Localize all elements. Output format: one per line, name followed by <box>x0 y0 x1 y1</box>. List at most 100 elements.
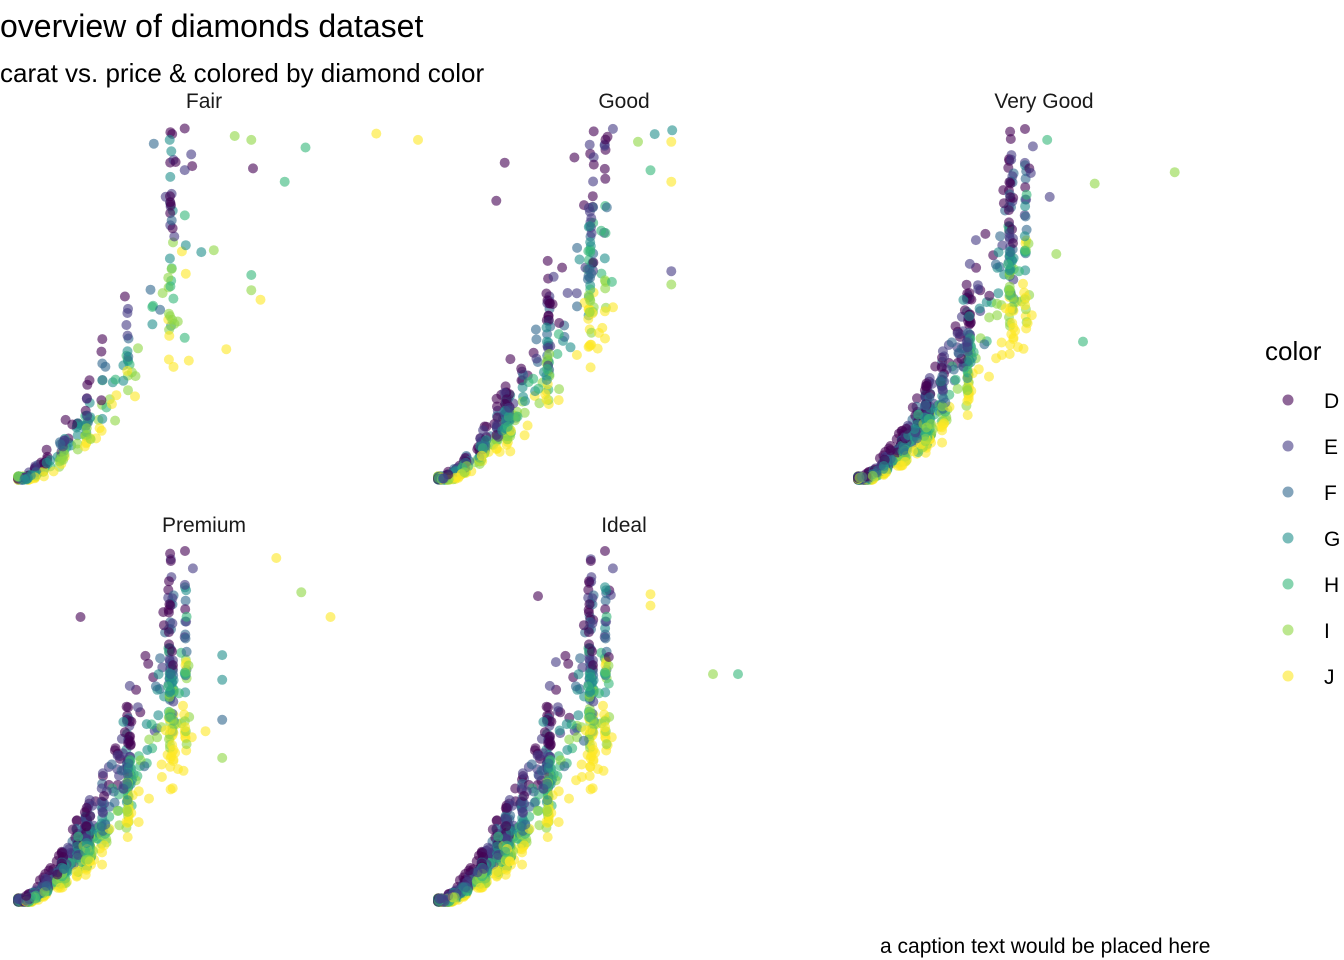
data-point <box>948 364 959 375</box>
data-point <box>1027 141 1038 152</box>
data-point <box>907 402 918 413</box>
data-point <box>645 165 656 176</box>
data-point <box>1051 249 1062 259</box>
data-point <box>519 430 530 441</box>
data-point <box>21 473 32 484</box>
data-point <box>574 254 585 265</box>
data-point <box>584 712 595 723</box>
data-point <box>962 373 973 384</box>
data-point <box>601 202 612 213</box>
data-point <box>167 646 177 657</box>
legend-key <box>1282 440 1294 452</box>
data-point <box>584 139 595 150</box>
data-point <box>217 752 228 763</box>
data-point <box>487 824 498 835</box>
data-point <box>575 653 586 664</box>
data-point <box>179 210 190 221</box>
data-point <box>94 423 105 434</box>
data-point <box>542 364 553 374</box>
data-point <box>585 556 596 566</box>
data-point <box>600 633 611 644</box>
data-point <box>586 213 597 224</box>
data-point <box>585 339 596 350</box>
legend-label: H <box>1324 574 1339 597</box>
data-point <box>645 600 656 611</box>
data-point <box>607 123 618 134</box>
data-point <box>542 255 553 266</box>
data-point <box>167 223 178 234</box>
data-point <box>562 288 573 298</box>
data-point <box>708 669 718 680</box>
data-point <box>208 245 219 256</box>
data-point <box>953 347 964 358</box>
data-point <box>130 371 141 382</box>
data-point <box>99 791 109 801</box>
data-point <box>81 393 92 404</box>
data-point <box>106 759 117 770</box>
data-point <box>72 815 82 826</box>
data-point <box>217 650 228 661</box>
data-point <box>122 817 133 828</box>
data-point <box>58 863 69 874</box>
data-point <box>585 362 596 373</box>
data-point <box>607 563 618 574</box>
data-point <box>600 173 611 184</box>
data-point <box>553 817 564 828</box>
data-point <box>123 385 133 396</box>
data-point <box>174 688 184 699</box>
data-point <box>544 298 555 309</box>
data-point <box>122 778 133 789</box>
data-point <box>964 288 975 298</box>
data-point <box>81 423 92 434</box>
data-point <box>463 865 474 876</box>
data-point <box>494 446 505 457</box>
data-point <box>930 361 941 372</box>
data-point <box>180 633 191 644</box>
data-point <box>97 859 108 870</box>
data-point <box>1005 192 1016 203</box>
data-point <box>163 308 174 319</box>
data-point <box>180 595 191 606</box>
data-point <box>578 735 589 746</box>
data-point <box>67 419 78 430</box>
data-point <box>909 424 920 435</box>
data-point <box>603 678 614 689</box>
data-point <box>596 225 607 236</box>
data-point <box>550 657 561 668</box>
data-point <box>564 793 574 804</box>
data-point <box>165 548 176 559</box>
legend-key <box>1282 670 1294 682</box>
data-point <box>532 805 543 816</box>
data-point <box>492 412 503 423</box>
data-point <box>998 198 1009 209</box>
data-point <box>96 395 107 406</box>
data-point <box>501 394 512 405</box>
data-point <box>529 797 540 808</box>
data-point <box>570 681 581 692</box>
data-point <box>601 611 612 622</box>
legend-label: I <box>1324 620 1330 643</box>
data-point <box>1004 285 1015 296</box>
data-point <box>167 618 178 629</box>
data-point <box>561 719 572 730</box>
data-point <box>164 134 175 145</box>
data-point <box>72 438 83 449</box>
data-point <box>1005 178 1016 189</box>
data-point <box>970 235 981 246</box>
data-point <box>516 363 527 374</box>
data-point <box>163 272 174 283</box>
data-point <box>172 316 183 327</box>
legend-key <box>1282 394 1294 406</box>
data-point <box>572 242 583 253</box>
data-point <box>180 604 191 615</box>
data-point <box>531 334 542 345</box>
data-point <box>600 546 610 556</box>
data-point <box>110 374 121 385</box>
data-point <box>180 240 191 251</box>
data-point <box>140 650 151 661</box>
facet-strip-label: Ideal <box>601 514 647 537</box>
data-point <box>371 128 382 139</box>
legend-key <box>1282 486 1294 498</box>
data-point <box>164 253 175 264</box>
data-point <box>586 327 597 338</box>
